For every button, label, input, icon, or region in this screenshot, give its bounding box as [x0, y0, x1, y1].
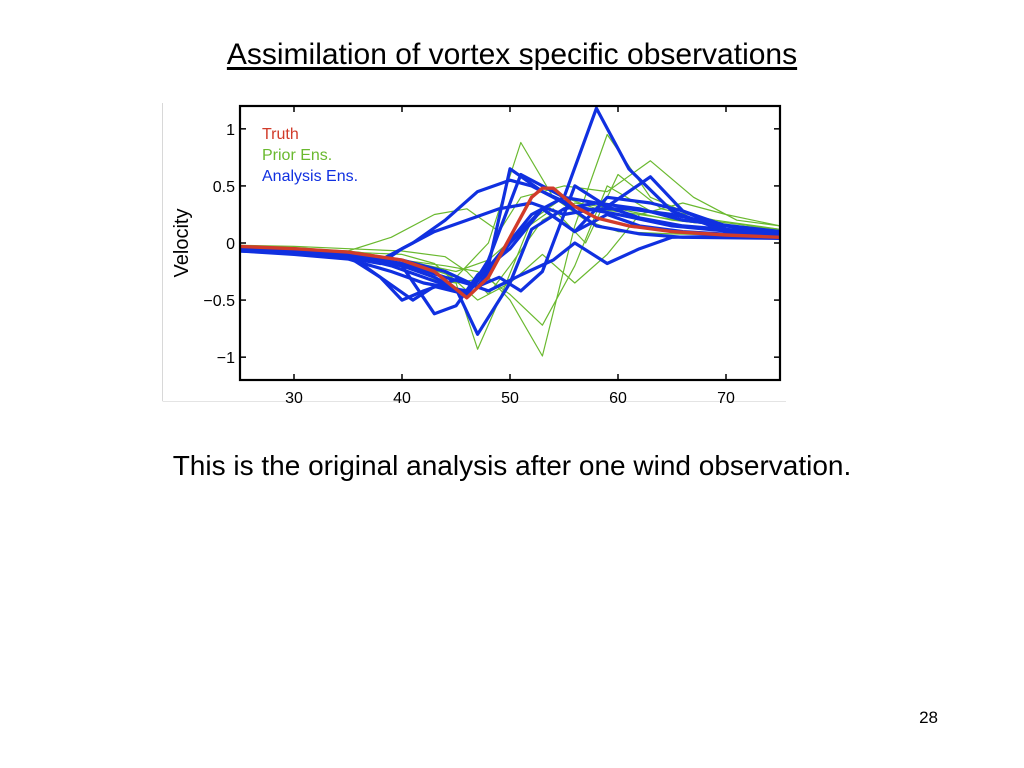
prior-ens-line-5 — [240, 160, 780, 252]
analysis-ens-line-8 — [240, 234, 780, 302]
tick-layer: 30 40 50 60 70 1 0.5 0 −0.5 −1 — [203, 106, 780, 403]
chart-canvas: 30 40 50 60 70 1 0.5 0 −0.5 −1 Velocity Truth Prio… — [162, 103, 786, 403]
analysis-ens-line-3 — [240, 106, 780, 302]
analysis-ens-line-4 — [240, 201, 780, 336]
y-tick-label: 1 — [226, 122, 235, 139]
y-tick-label: 0.5 — [213, 179, 235, 196]
series-layer — [240, 106, 780, 357]
truth-line-1 — [240, 186, 780, 300]
y-tick-label: 0 — [226, 236, 235, 253]
legend: Truth Prior Ens. Analysis Ens. — [262, 126, 358, 185]
analysis-ens-line-7 — [240, 201, 780, 266]
y-tick-label: −0.5 — [203, 293, 235, 310]
x-tick-label: 40 — [393, 390, 411, 403]
legend-entry: Prior Ens. — [262, 147, 332, 164]
page-number: 28 — [919, 708, 938, 727]
y-tick-label: −1 — [217, 350, 235, 367]
y-axis-label: Velocity — [171, 209, 193, 278]
legend-entry: Truth — [262, 126, 299, 143]
x-tick-label: 60 — [609, 390, 627, 403]
x-tick-label: 70 — [717, 390, 735, 403]
x-tick-label: 30 — [285, 390, 303, 403]
x-tick-label: 50 — [501, 390, 519, 403]
legend-entry: Analysis Ens. — [262, 168, 358, 185]
slide-caption: This is the original analysis after one … — [172, 450, 852, 481]
velocity-chart: 30 40 50 60 70 1 0.5 0 −0.5 −1 Velocity Truth Prio… — [162, 103, 786, 403]
slide-title: Assimilation of vortex specific observat… — [226, 38, 798, 71]
